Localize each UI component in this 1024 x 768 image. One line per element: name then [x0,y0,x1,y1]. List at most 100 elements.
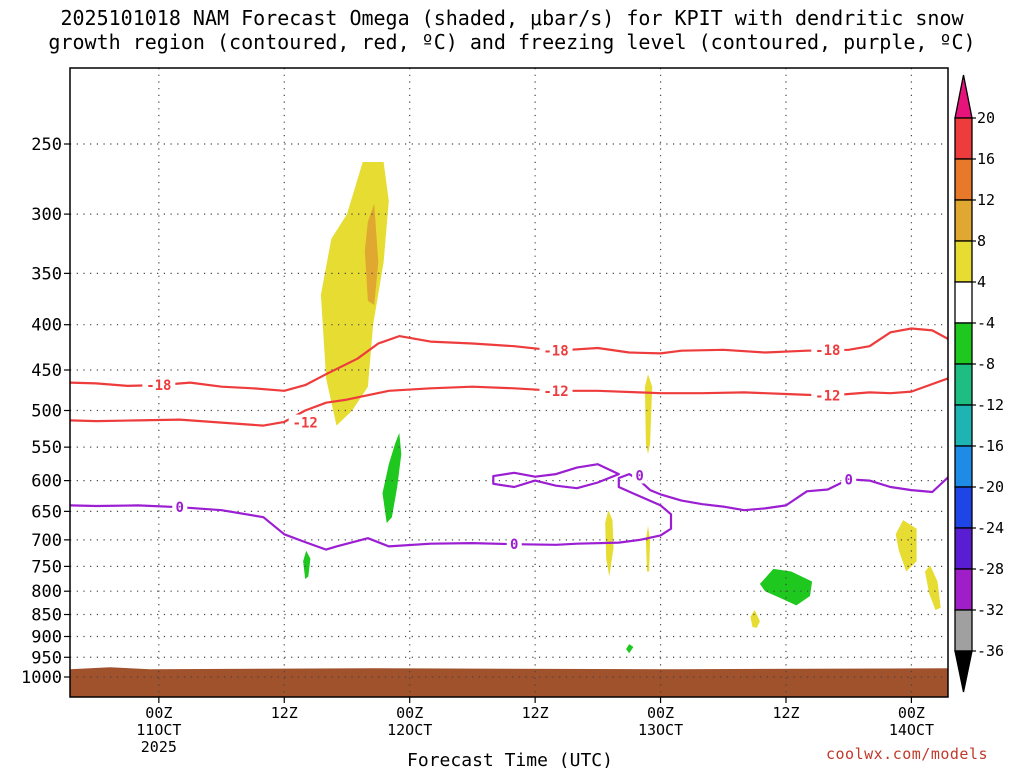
axes-layer: 2503003504004505005506006507007508008509… [21,67,949,756]
contour-label-bg [841,471,857,488]
omega-region-sink-11oct [303,550,311,579]
credit-text: coolwx.com/models [826,745,989,763]
colorbar-label: 12 [977,191,995,209]
contour-label--18: -18 [543,344,568,360]
colorbar-swatch [954,199,973,242]
plot-frame [69,67,949,698]
colorbar-label: -16 [977,437,1004,455]
omega-region-sink-13oct [759,568,813,606]
colorbar-label: -20 [977,478,1004,496]
contour-label-bg [539,382,573,399]
omega-region-lift-12z-12oct-b [645,525,651,572]
omega-region-lift-small [750,610,760,628]
contour-0-loop [492,463,620,490]
colorbar-label: -8 [977,355,995,373]
x-tick-label: 00Z [898,704,925,722]
y-tick-label: 300 [31,205,62,225]
y-tick-label: 400 [31,316,62,336]
contour-label-0: 0 [510,537,518,553]
colorbar-swatch [954,240,973,283]
y-tick-label: 1000 [21,668,62,688]
y-tick-label: 800 [31,582,62,602]
contour--18 [70,327,948,392]
colorbar-swatch [954,609,973,652]
contour-layer: -18 -18 -18 -12 -12 -12 0 0 0 0 [70,327,948,553]
y-tick-label: 250 [31,135,62,155]
x-tick-date-label: 13OCT [638,721,683,739]
omega-region-upper-lift [320,162,389,426]
x-tick-label: 12Z [522,704,549,722]
chart-title: 2025101018 NAM Forecast Omega (shaded, μ… [0,6,1024,54]
contour-0 [70,473,948,551]
contour-label-bg [142,377,176,394]
colorbar-swatch [954,445,973,488]
colorbar-label: -36 [977,642,1004,660]
y-tick-label: 600 [31,472,62,492]
colorbar-label: -12 [977,396,1004,414]
contour-label-bg [539,342,573,359]
colorbar-label: 4 [977,273,986,291]
y-tick-label: 850 [31,606,62,626]
contour-label-bg [811,341,845,358]
x-tick-date-label: 14OCT [889,721,934,739]
colorbar-swatch [954,363,973,406]
colorbar-label: 20 [977,109,995,127]
y-tick-label: 350 [31,264,62,284]
omega-region-upper-lift-core [364,203,379,305]
colorbar-label: -28 [977,560,1004,578]
colorbar-label: -32 [977,601,1004,619]
x-tick-date-label: 11OCT [136,721,181,739]
contour-label-bg [811,387,845,404]
y-tick-label: 900 [31,627,62,647]
colorbar-swatch [954,568,973,611]
x-tick-year-label: 2025 [141,738,177,756]
omega-region-sink-12oct [382,432,402,523]
omega-region-lift-14oct-a [895,520,917,572]
colorbar-swatch [954,404,973,447]
x-tick-label: 00Z [145,704,172,722]
colorbar-swatch [954,158,973,201]
title-line-1: 2025101018 NAM Forecast Omega (shaded, μ… [60,6,964,30]
grid-layer [70,68,948,697]
colorbar-top-arrow [954,74,973,119]
x-axis-title: Forecast Time (UTC) [407,750,613,768]
omega-shading-layer [70,162,948,697]
colorbar-label: -4 [977,314,995,332]
y-tick-label: 650 [31,502,62,522]
colorbar-swatch [954,486,973,529]
colorbar-swatch [954,281,973,324]
colorbar-bottom-arrow [954,650,973,693]
contour-label--12: -12 [543,384,568,400]
y-tick-label: 500 [31,402,62,422]
omega-region-lift-13oct-thin [644,374,653,455]
terrain-fill [70,667,948,697]
contour-label-0: 0 [844,472,852,488]
contour-label-bg [172,499,188,516]
colorbar-label: 16 [977,150,995,168]
colorbar-label: -24 [977,519,1004,537]
colorbar-swatch [954,117,973,160]
contour-label-0: 0 [176,500,184,516]
y-tick-label: 550 [31,438,62,458]
colorbar-label: 8 [977,232,986,250]
y-tick-label: 450 [31,361,62,381]
title-line-2: growth region (contoured, red, ºC) and f… [48,30,976,54]
x-tick-label: 00Z [647,704,674,722]
x-tick-label: 00Z [396,704,423,722]
x-tick-date-label: 12OCT [387,721,432,739]
omega-region-lift-14oct-b [925,565,941,610]
contour-label-bg [632,467,648,484]
contour-label--12: -12 [293,416,318,432]
colorbar-swatch [954,527,973,570]
y-tick-label: 750 [31,557,62,577]
x-tick-label: 12Z [772,704,799,722]
contour-label-bg [288,414,322,431]
colorbar-swatch [954,322,973,365]
colorbar: 20 16 12 8 4 -4 -8 -12 -16 -20 -24 -28 -32 -36 [954,74,1004,693]
contour-label--18: -18 [146,378,171,394]
contour-label--18: -18 [815,343,840,359]
omega-region-sink-tiny [626,644,634,654]
y-tick-label: 950 [31,648,62,668]
contour-label-bg [506,536,522,553]
